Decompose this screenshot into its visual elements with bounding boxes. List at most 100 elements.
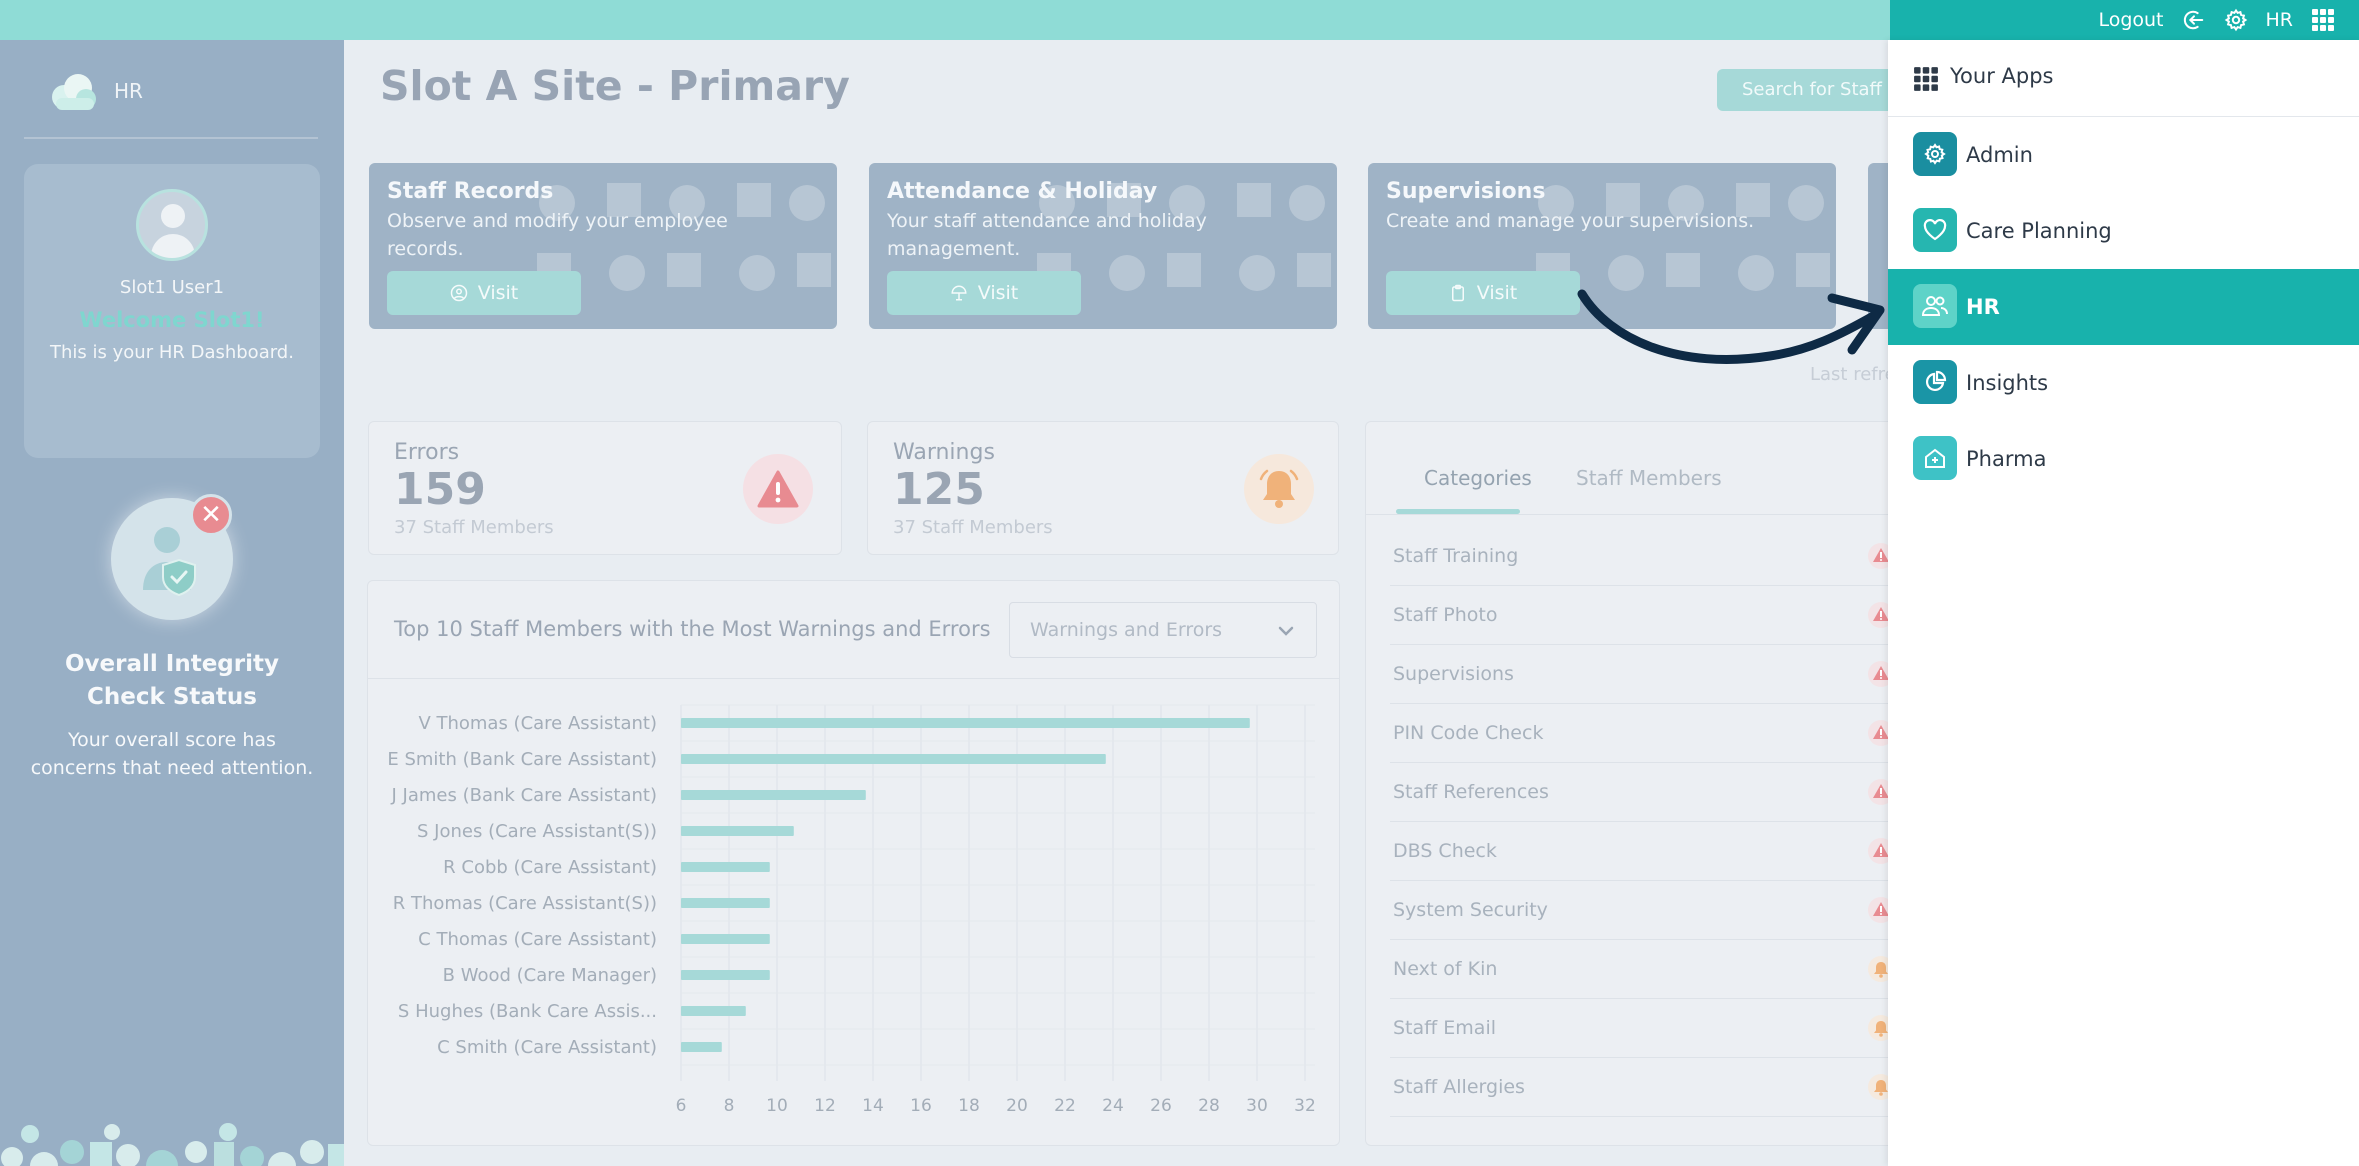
apps-grid-icon (1914, 67, 1938, 91)
bar (681, 790, 866, 800)
bell-icon (1244, 454, 1314, 524)
category-label: Supervisions (1393, 663, 1514, 685)
category-label: PIN Code Check (1393, 722, 1544, 744)
visit-label: Visit (477, 282, 519, 304)
integrity-text-line: Your overall score has (68, 729, 276, 751)
supervisions-tile: Supervisions Create and manage your supe… (1368, 163, 1836, 329)
tile-title: Supervisions (1386, 179, 1546, 204)
x-tick-label: 16 (910, 1096, 932, 1116)
welcome-text: Welcome Slot1! (79, 308, 265, 332)
warnings-label: Warnings (893, 440, 995, 465)
category-row[interactable]: Staff References (1390, 763, 1894, 822)
bar (681, 754, 1106, 764)
app-item-hr[interactable]: HR (1888, 269, 2359, 345)
logout-icon[interactable] (2182, 8, 2206, 32)
category-row[interactable]: System Security (1390, 881, 1894, 940)
tab-staff-members[interactable]: Staff Members (1576, 466, 1722, 490)
sidebar-logo[interactable]: HR (48, 70, 143, 112)
user-initials[interactable]: HR (2265, 9, 2294, 31)
app-label: Insights (1966, 371, 2049, 395)
apps-panel-title: Your Apps (1950, 64, 2054, 88)
tile-pattern (1037, 183, 1331, 291)
x-tick-label: 20 (1006, 1096, 1028, 1116)
person-shield-icon (143, 527, 196, 596)
category-row[interactable]: Staff Allergies (1390, 1058, 1894, 1117)
user-name: Slot1 User1 (119, 277, 225, 298)
partial-tile (1868, 163, 1890, 329)
category-label: Staff References (1393, 781, 1549, 803)
warnings-value: 125 (893, 464, 985, 515)
category-label: System Security (1393, 899, 1548, 921)
app-item-pharma[interactable]: Pharma (1888, 421, 2359, 497)
integrity-title-line: Overall Integrity (65, 651, 279, 677)
attendance-visit-button[interactable]: Visit (887, 271, 1081, 315)
bar (681, 898, 770, 908)
bar (681, 718, 1250, 728)
x-tick-label: 24 (1102, 1096, 1124, 1116)
errors-sub: 37 Staff Members (394, 517, 554, 538)
bar (681, 970, 770, 980)
bar (681, 1042, 722, 1052)
tab-categories[interactable]: Categories (1424, 466, 1532, 490)
sidebar-pattern (1, 1123, 344, 1166)
bar-label: V Thomas (Care Assistant) (418, 713, 657, 734)
x-tick-label: 32 (1294, 1096, 1316, 1116)
chart-pie-icon (1913, 360, 1957, 404)
page-title: Slot A Site - Primary (380, 62, 850, 110)
app-label: HR (1966, 295, 2000, 319)
bar-label: B Wood (Care Manager) (443, 965, 657, 986)
x-tick-label: 14 (862, 1096, 884, 1116)
chart-header: Top 10 Staff Members with the Most Warni… (368, 581, 1339, 679)
bar-label: E Smith (Bank Care Assistant) (387, 749, 657, 770)
chevron-down-icon (1278, 626, 1294, 636)
category-row[interactable]: Staff Email (1390, 999, 1894, 1058)
category-row[interactable]: Staff Training (1390, 527, 1894, 586)
dashboard-text: This is your HR Dashboard. (50, 342, 294, 363)
logout-link[interactable]: Logout (2098, 9, 2164, 31)
last-refresh-text: Last refre (1810, 364, 1896, 385)
app-label: Care Planning (1966, 219, 2112, 243)
bar-label: R Cobb (Care Assistant) (443, 857, 657, 878)
app-item-care-planning[interactable]: Care Planning (1888, 193, 2359, 269)
category-row[interactable]: Next of Kin (1390, 940, 1894, 999)
attendance-holiday-tile: Attendance & Holiday Your staff attendan… (869, 163, 1337, 329)
heart-icon (1913, 208, 1957, 252)
category-row[interactable]: PIN Code Check (1390, 704, 1894, 763)
chart-title: Top 10 Staff Members with the Most Warni… (394, 617, 991, 641)
bar-chart: V Thomas (Care Assistant) E Smith (Bank C… (387, 704, 1316, 1116)
app-item-insights[interactable]: Insights (1888, 345, 2359, 421)
category-label: Staff Training (1393, 545, 1519, 567)
bar-label: C Smith (Care Assistant) (437, 1037, 657, 1058)
category-row[interactable]: Staff Photo (1390, 586, 1894, 645)
apps-grid-icon[interactable] (2311, 8, 2335, 32)
staff-records-visit-button[interactable]: Visit (387, 271, 581, 315)
people-icon (1913, 284, 1957, 328)
chart-filter-select[interactable]: Warnings and Errors (1009, 602, 1317, 658)
category-row[interactable]: Supervisions (1390, 645, 1894, 704)
avatar[interactable] (136, 189, 208, 261)
tile-title: Attendance & Holiday (887, 179, 1158, 204)
chart-filter-value: Warnings and Errors (1030, 619, 1223, 641)
sidebar: HR Slot1 User1 Welcome Slot1! This is yo… (0, 40, 344, 1166)
annotation-arrow (1577, 289, 1885, 364)
category-label: Next of Kin (1393, 958, 1498, 980)
bar (681, 862, 770, 872)
integrity-title-line: Check Status (87, 684, 257, 710)
bar-label: C Thomas (Care Assistant) (418, 929, 657, 950)
errors-card[interactable]: Errors 159 37 Staff Members (368, 421, 842, 555)
warnings-card[interactable]: Warnings 125 37 Staff Members (867, 421, 1339, 555)
integrity-status: ✕ Overall Integrity Check Status Your ov… (0, 494, 344, 782)
category-row[interactable]: DBS Check (1390, 822, 1894, 881)
integrity-title: Overall Integrity Check Status (0, 648, 344, 714)
app-item-admin[interactable]: Admin (1888, 117, 2359, 193)
error-triangle-icon (1868, 897, 1894, 923)
settings-gear-icon[interactable] (2224, 8, 2248, 32)
category-label: Staff Allergies (1393, 1076, 1525, 1098)
top-staff-chart-card: Top 10 Staff Members with the Most Warni… (367, 580, 1340, 1146)
error-x-icon: ✕ (190, 494, 232, 536)
supervisions-visit-button[interactable]: Visit (1386, 271, 1580, 315)
bar-label: J James (Bank Care Assistant) (391, 785, 657, 806)
errors-label: Errors (394, 440, 460, 465)
search-staff-button[interactable]: Search for Staff (1717, 69, 1897, 111)
apps-panel: Your Apps Admin Care Planning HR Insight… (1888, 40, 2359, 1166)
